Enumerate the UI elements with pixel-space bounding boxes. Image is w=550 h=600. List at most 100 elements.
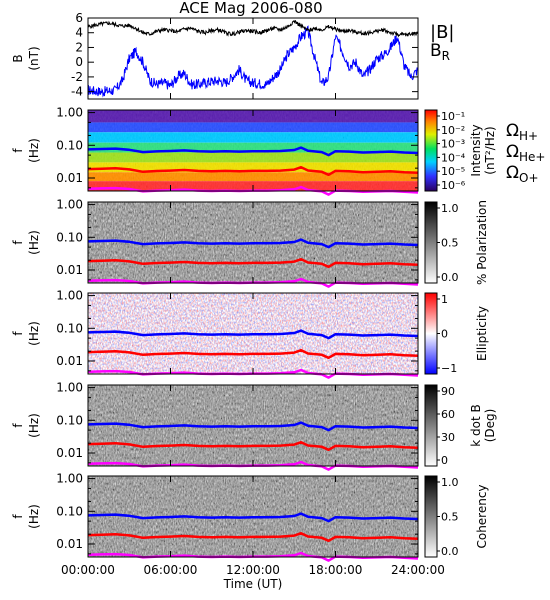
gyrofrequency-line-he (87, 348, 419, 360)
colorbar-tick-label: 0 (441, 454, 448, 467)
colorbar-tick-label: 90 (441, 385, 455, 398)
colorbar-tick-label: 0 (441, 328, 448, 341)
y-axis-label: f (Hz) (11, 230, 41, 255)
y-axis-label-bottom: (Hz) (27, 230, 41, 255)
colorbar-tick-label: 0.5 (441, 237, 459, 250)
colorbar-label: % Polarization (475, 200, 489, 285)
y-axis-label-bottom: (Hz) (27, 138, 41, 163)
gyrofrequency-line-he (87, 531, 419, 543)
b-magnitude-series-line (87, 19, 419, 38)
y-tick-label: -4 (71, 85, 83, 99)
colorbar-tick-label: 0.5 (441, 511, 459, 524)
y-axis-label-bottom: (nT) (27, 46, 41, 70)
legend-omega-o: ΩO+ (506, 163, 539, 185)
y-axis-label-bottom: (Hz) (27, 504, 41, 529)
legend-omega-he: ΩHe+ (506, 142, 545, 164)
gyrofrequency-line-he (87, 440, 419, 452)
y-tick-label: 0.01 (56, 537, 83, 551)
y-axis-label-top: f (11, 514, 25, 519)
y-axis-label-top: f (11, 423, 25, 428)
panel-intensity: 1.00 0.10 0.01 f (Hz) 10⁻¹10⁻²10⁻³10⁻⁴10⁻⁵10⁻… (11, 106, 545, 196)
y-tick-label: 0.01 (56, 354, 83, 368)
y-tick-label: 1.00 (56, 289, 83, 303)
y-axis-label: f (Hz) (11, 138, 41, 163)
colorbar-tick-label: 10⁻⁵ (441, 165, 465, 178)
colorbar (424, 109, 438, 192)
gyrofrequency-line-h (87, 146, 419, 157)
colorbar-label-top: Ellipticity (475, 306, 489, 361)
y-tick-label: 0.10 (56, 413, 83, 427)
y-tick-label: 2 (75, 40, 83, 54)
legend-omega-h: ΩH+ (506, 121, 538, 143)
colorbar-label-bottom: (nT²/Hz) (483, 126, 497, 174)
colorbar-tick-label: −1 (441, 362, 457, 375)
br-series-line (87, 25, 419, 98)
y-axis-label: B (nT) (11, 46, 41, 70)
y-axis-label-top: f (11, 148, 25, 153)
colorbar-tick-label: 10⁻⁶ (441, 179, 466, 192)
x-tick-label: 00:00:00 (61, 563, 115, 577)
colorbar-label-top: % Polarization (475, 200, 489, 285)
colorbar-label-top: Intensity (469, 124, 483, 176)
x-tick-label: 24:00:00 (391, 563, 445, 577)
legend-br: BR (430, 41, 450, 63)
y-tick-label: 0.01 (56, 171, 83, 185)
y-tick-label: 0.01 (56, 446, 83, 460)
colorbar-tick-label: 1.0 (441, 476, 459, 489)
x-tick-label: 06:00:00 (144, 563, 198, 577)
y-tick-label: 0.01 (56, 263, 83, 277)
panel-ellipticity: 1.00 0.10 0.01 f (Hz) 1 0 −1 Ellipticity (11, 289, 489, 379)
colorbar-tick-label: 30 (441, 431, 455, 444)
x-tick-label: 18:00:00 (309, 563, 363, 577)
colorbar-tick-label: 1 (441, 293, 448, 306)
y-tick-label: 0.10 (56, 504, 83, 518)
legend-b-magnitude: |B| (430, 22, 454, 43)
chart-title: ACE Mag 2006-080 (179, 0, 322, 17)
colorbar-tick-label: 1.0 (441, 202, 459, 215)
y-tick-label: 4 (75, 26, 83, 40)
colorbar-label: k dot B (Deg) (469, 404, 497, 446)
y-axis-label: f (Hz) (11, 321, 41, 346)
y-axis-label: f (Hz) (11, 504, 41, 529)
gyrofrequency-line-he (87, 165, 419, 177)
gyrofrequency-line-h (87, 329, 419, 340)
colorbar-label: Ellipticity (475, 306, 489, 361)
colorbar-tick-label: 10⁻³ (441, 138, 465, 151)
panel-kdotb: 1.00 0.10 0.01 f (Hz) 90 60 30 0 k dot B (Deg) (11, 381, 497, 471)
gyrofrequency-line-h (87, 512, 419, 523)
y-axis-label-bottom: (Hz) (27, 321, 41, 346)
gyrofrequency-line-h (87, 238, 419, 249)
y-axis-label-top: B (11, 54, 25, 62)
y-tick-label: 0 (75, 55, 83, 69)
colorbar (424, 201, 438, 284)
colorbar (424, 475, 438, 558)
colorbar-tick-label: 10⁻⁴ (441, 151, 466, 164)
y-tick-label: -2 (71, 70, 83, 84)
panel-coherency: 1.00 0.10 0.01 f (Hz) 1.0 0.5 0.0 Coherency 00:00… (11, 472, 489, 591)
gyrofrequency-line-he (87, 257, 419, 269)
y-tick-label: 0.10 (56, 230, 83, 244)
colorbar-label-top: Coherency (475, 484, 489, 548)
colorbar-tick-label: 10⁻² (441, 124, 465, 137)
y-axis-label-top: f (11, 240, 25, 245)
gyrofrequency-line-h (87, 421, 419, 432)
y-tick-label: 0.10 (56, 138, 83, 152)
colorbar-label: Coherency (475, 484, 489, 548)
colorbar (424, 292, 438, 375)
colorbar-tick-label: 60 (441, 408, 455, 421)
colorbar-label-bottom: (Deg) (483, 409, 497, 443)
y-tick-label: 1.00 (56, 381, 83, 395)
y-tick-label: 1.00 (56, 472, 83, 486)
colorbar-tick-label: 0.0 (441, 271, 459, 284)
y-axis-label: f (Hz) (11, 413, 41, 438)
colorbar (424, 384, 438, 467)
y-tick-label: 6 (75, 11, 83, 25)
x-axis-label: Time (UT) (223, 577, 283, 591)
y-tick-label: 1.00 (56, 106, 83, 120)
colorbar-label-top: k dot B (469, 404, 483, 446)
x-tick-label: 12:00:00 (226, 563, 280, 577)
colorbar-label: Intensity (nT²/Hz) (469, 124, 497, 176)
y-tick-label: 0.10 (56, 321, 83, 335)
